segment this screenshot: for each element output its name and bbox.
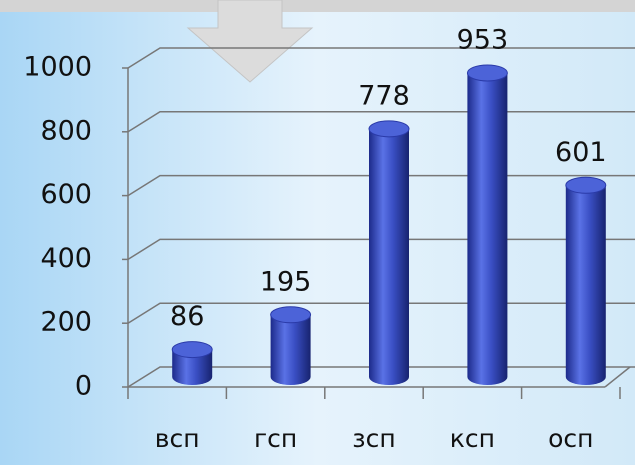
bar-top <box>565 176 607 194</box>
bar-top <box>270 306 312 324</box>
x-tick-label: осп <box>548 424 593 453</box>
floor-right <box>604 366 631 388</box>
y-tick-label: 400 <box>40 243 92 274</box>
bar <box>369 128 409 385</box>
x-tick-label: гсп <box>254 424 297 453</box>
plot: 0 200 400 600 800 1000 всп 86 гсп 195 зсп 778 ксп 953… <box>23 24 635 453</box>
value-label: 953 <box>457 24 509 55</box>
bar <box>270 314 311 385</box>
y-tick-label: 0 <box>75 371 92 402</box>
x-tick-label: всп <box>155 424 200 453</box>
bar-top <box>171 341 213 359</box>
x-tick-label: зсп <box>352 424 395 453</box>
y-tick-label: 800 <box>40 115 92 146</box>
grid-line <box>127 47 635 69</box>
top-strip <box>0 0 635 12</box>
bar <box>172 349 213 385</box>
y-tick-label: 1000 <box>23 52 92 83</box>
bar <box>565 185 606 385</box>
value-label: 195 <box>260 266 312 297</box>
bar <box>467 72 508 386</box>
bar-top <box>368 120 410 138</box>
y-tick-label: 200 <box>40 307 92 338</box>
x-tick-label: ксп <box>450 424 495 453</box>
arrow <box>186 0 314 83</box>
y-tick-label: 600 <box>40 179 92 210</box>
value-label: 778 <box>358 80 410 111</box>
bar-top <box>466 64 508 82</box>
value-label: 86 <box>170 301 204 332</box>
value-label: 601 <box>555 137 607 168</box>
